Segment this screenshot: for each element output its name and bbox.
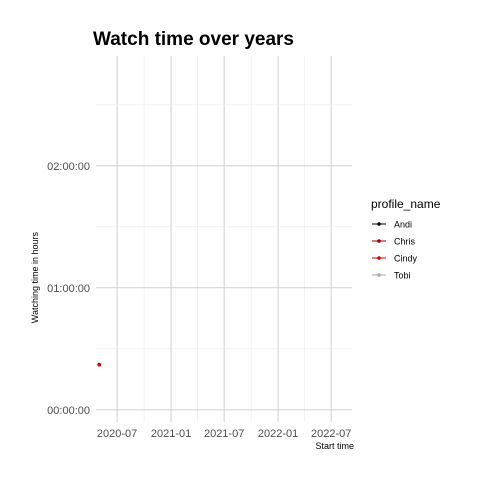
legend-item-tobi: Tobi bbox=[372, 271, 411, 281]
y-tick-labels: 00:00:00 01:00:00 02:00:00 bbox=[47, 161, 90, 417]
y-tick-label: 01:00:00 bbox=[47, 283, 90, 295]
x-tick-labels: 2020-07 2021-01 2021-07 2022-01 2022-07 bbox=[97, 428, 351, 440]
legend-item-andi: Andi bbox=[372, 220, 412, 230]
legend-item-cindy: Cindy bbox=[372, 254, 418, 264]
legend-key-point bbox=[377, 222, 381, 226]
legend-key-point bbox=[377, 273, 381, 277]
legend-item-chris: Chris bbox=[372, 237, 416, 247]
x-tick-label: 2022-07 bbox=[311, 428, 351, 440]
data-point-cindy bbox=[97, 362, 102, 367]
legend-label: Tobi bbox=[394, 271, 411, 281]
legend: profile_name Andi Chris Cindy Tobi bbox=[371, 197, 441, 281]
y-axis-title: Watching time in hours bbox=[30, 232, 40, 324]
series-layer bbox=[97, 362, 102, 367]
x-tick-label: 2021-01 bbox=[151, 428, 191, 440]
x-axis-title: Start time bbox=[315, 441, 354, 451]
legend-label: Chris bbox=[394, 237, 416, 247]
legend-title: profile_name bbox=[371, 197, 441, 211]
gridlines bbox=[96, 56, 352, 422]
legend-label: Andi bbox=[394, 220, 412, 230]
x-tick-label: 2021-07 bbox=[204, 428, 244, 440]
x-tick-label: 2020-07 bbox=[97, 428, 137, 440]
y-tick-label: 02:00:00 bbox=[47, 161, 90, 173]
legend-key-point bbox=[377, 256, 381, 260]
chart-title: Watch time over years bbox=[93, 29, 294, 50]
x-tick-label: 2022-01 bbox=[258, 428, 298, 440]
legend-key-point bbox=[377, 239, 381, 243]
legend-label: Cindy bbox=[394, 254, 418, 264]
y-tick-label: 00:00:00 bbox=[47, 405, 90, 417]
